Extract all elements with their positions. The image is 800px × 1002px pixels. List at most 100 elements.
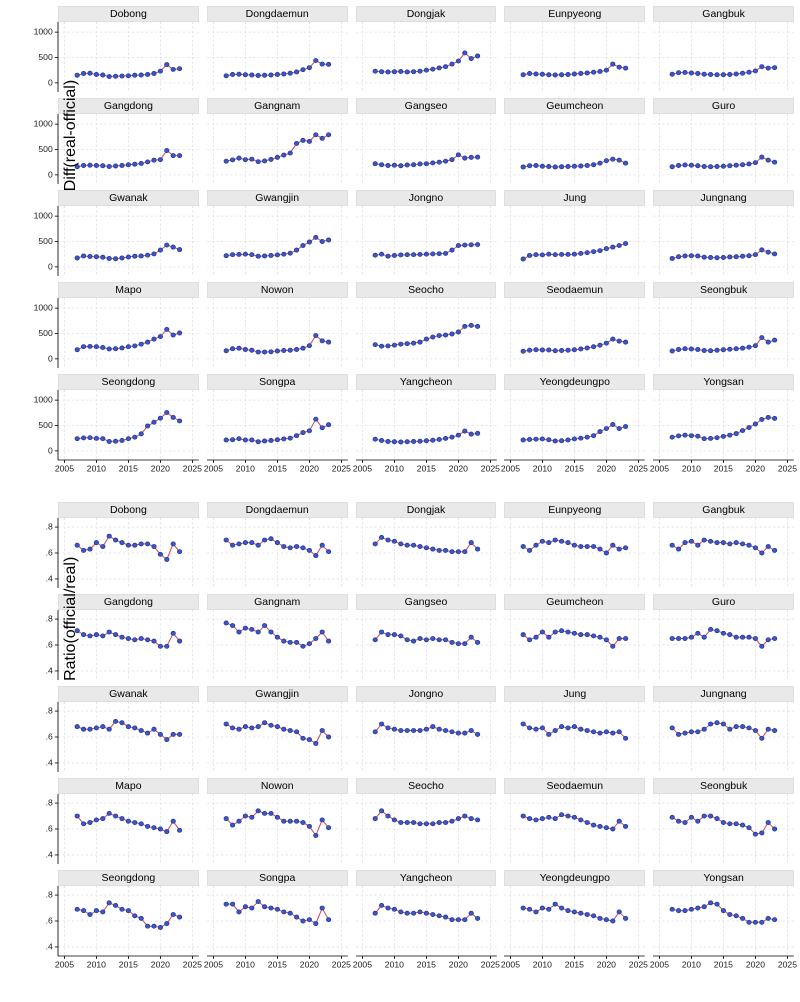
facet-title: Geumcheon	[504, 594, 646, 610]
facet-title: Seongdong	[58, 870, 199, 886]
x-tick-label: 2020	[448, 960, 467, 970]
x-tick-label: 2005	[501, 464, 520, 474]
x-tick-label: 2020	[151, 464, 170, 474]
facet-plot	[355, 702, 497, 772]
x-tick-label: 2025	[480, 464, 499, 474]
y-tick-label: .6	[46, 824, 54, 834]
facet-plot: 0 500 1000	[34, 22, 199, 92]
x-tick-label: 2005	[650, 464, 669, 474]
x-tick-label: 2015	[119, 960, 138, 970]
panel-ratio-axis-title: Ratio(official/real)	[62, 556, 79, 681]
facet-plot	[504, 702, 646, 772]
x-tick-label: 2020	[448, 464, 467, 474]
y-tick-label: 0	[48, 78, 53, 88]
facet-gangseo-diff: Gangseo	[355, 98, 497, 184]
facet-plot	[653, 114, 794, 184]
facet-plot: .4 .6 .8	[46, 702, 199, 772]
panel-diff-axis-title: Diff(real-official)	[62, 79, 79, 192]
facet-plot	[504, 298, 646, 368]
x-tick-label: 2010	[87, 960, 106, 970]
facet-jongno-ratio: Jongno	[355, 686, 497, 772]
facet-title: Dobong	[58, 6, 199, 22]
facet-plot	[355, 610, 497, 680]
x-tick-label: 2005	[352, 960, 371, 970]
x-tick-label: 2025	[183, 960, 202, 970]
panel-ratio: Ratio(official/real) Dobong .4 .6 .8 Dongdae…	[46, 502, 798, 984]
facet-yeongdeungpo-diff: Yeongdeungpo 2005 2010 2015 2020 2025	[501, 374, 649, 474]
facet-plot: .4 .6 .8 2005 2010 2015 2020 2025	[46, 886, 202, 970]
x-tick-label: 2025	[332, 464, 351, 474]
facet-title: Yangcheon	[355, 870, 497, 886]
facet-plot	[206, 22, 348, 92]
facet-plot	[653, 610, 794, 680]
y-tick-label: .4	[46, 942, 54, 952]
x-tick-label: 2020	[597, 960, 616, 970]
facet-title: Dongjak	[355, 502, 497, 518]
facet-title: Jung	[504, 190, 646, 206]
facet-plot: 2005 2010 2015 2020 2025	[352, 390, 500, 474]
facet-title: Gangseo	[355, 98, 497, 114]
facet-gangdong-ratio: Gangdong .4 .6 .8	[46, 594, 199, 680]
facet-title: Mapo	[58, 282, 199, 298]
facet-songpa-diff: Songpa 2005 2010 2015 2020 2025	[204, 374, 351, 474]
facet-plot	[504, 518, 646, 588]
y-tick-label: .8	[46, 706, 54, 716]
facet-seongdong-diff: Seongdong 0 500 1000 2005 2010 2015 2020 2025	[34, 374, 202, 474]
facet-title: Gangbuk	[653, 502, 794, 518]
x-tick-label: 2020	[746, 960, 765, 970]
x-tick-label: 2005	[352, 464, 371, 474]
x-tick-label: 2005	[204, 464, 223, 474]
facet-plot: 0 500 1000	[34, 298, 199, 368]
facet-plot	[653, 518, 794, 588]
facet-plot: 2005 2010 2015 2020 2025	[650, 390, 798, 474]
facet-seocho-diff: Seocho	[355, 282, 497, 368]
facet-title: Jongno	[355, 686, 497, 702]
facet-title: Seongdong	[58, 374, 199, 390]
y-tick-label: 1000	[34, 211, 53, 221]
facet-title: Seodaemun	[504, 778, 646, 794]
facet-title: Seongbuk	[653, 778, 794, 794]
facet-plot	[206, 794, 348, 864]
facet-title: Mapo	[58, 778, 199, 794]
y-tick-label: 500	[38, 236, 53, 246]
facet-gwanak-ratio: Gwanak .4 .6 .8	[46, 686, 199, 772]
facet-title: Gangnam	[206, 594, 348, 610]
facet-plot	[355, 206, 497, 276]
facet-jungnang-ratio: Jungnang	[653, 686, 794, 772]
panel-diff-facet-grid: Dobong 0 500 1000 Dongdaemun Dongjak Eunpyeong…	[34, 6, 798, 474]
facet-plot	[206, 114, 348, 184]
facet-yeongdeungpo-ratio: Yeongdeungpo 2005 2010 2015 2020 2025	[501, 870, 649, 970]
facet-plot	[206, 298, 348, 368]
x-tick-label: 2020	[300, 464, 319, 474]
y-tick-label: 500	[38, 328, 53, 338]
facet-plot	[504, 22, 646, 92]
facet-yangcheon-diff: Yangcheon 2005 2010 2015 2020 2025	[352, 374, 500, 474]
facet-title: Gwanak	[58, 190, 199, 206]
facet-mapo-diff: Mapo 0 500 1000	[34, 282, 199, 368]
facet-plot	[653, 22, 794, 92]
x-tick-label: 2025	[778, 464, 797, 474]
facet-title: Guro	[653, 594, 794, 610]
facet-title: Seocho	[355, 778, 497, 794]
facet-dobong-ratio: Dobong .4 .6 .8	[46, 502, 199, 588]
facet-plot	[355, 22, 497, 92]
y-tick-label: .4	[46, 666, 54, 676]
y-tick-label: 1000	[34, 119, 53, 129]
facet-seodaemun-ratio: Seodaemun	[504, 778, 646, 864]
x-tick-label: 2015	[565, 464, 584, 474]
facet-seongbuk-diff: Seongbuk	[653, 282, 794, 368]
facet-seocho-ratio: Seocho	[355, 778, 497, 864]
facet-title: Jongno	[355, 190, 497, 206]
facet-guro-diff: Guro	[653, 98, 794, 184]
facet-plot	[206, 518, 348, 588]
facet-dongjak-ratio: Dongjak	[355, 502, 497, 588]
facet-nowon-ratio: Nowon	[206, 778, 348, 864]
y-tick-label: 0	[48, 262, 53, 272]
facet-plot: 2005 2010 2015 2020 2025	[352, 886, 500, 970]
facet-title: Songpa	[206, 870, 348, 886]
facet-title: Seodaemun	[504, 282, 646, 298]
facet-title: Yongsan	[653, 870, 794, 886]
x-tick-label: 2025	[480, 960, 499, 970]
y-tick-label: 500	[38, 144, 53, 154]
